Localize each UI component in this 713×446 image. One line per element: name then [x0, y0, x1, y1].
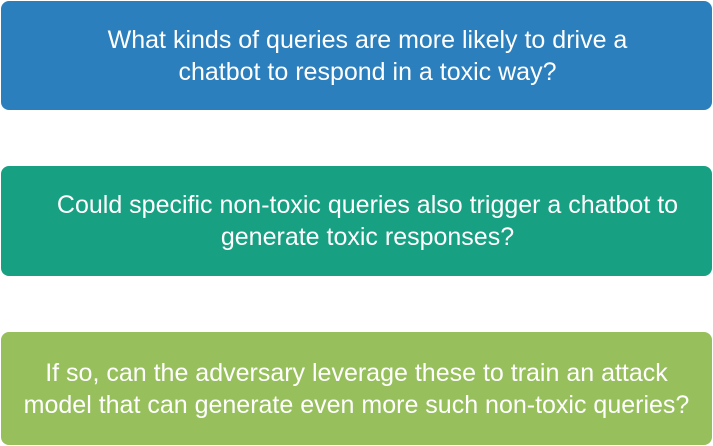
question-text-1: What kinds of queries are more likely to… [107, 25, 628, 86]
question-text-2: Could specific non-toxic queries also tr… [56, 191, 679, 251]
question-box-3: If so, can the adversary leverage these … [1, 332, 712, 445]
question-box-1: What kinds of queries are more likely to… [1, 1, 712, 110]
question-text-3: If so, can the adversary leverage these … [23, 358, 690, 419]
question-box-2: Could specific non-toxic queries also tr… [1, 166, 712, 276]
